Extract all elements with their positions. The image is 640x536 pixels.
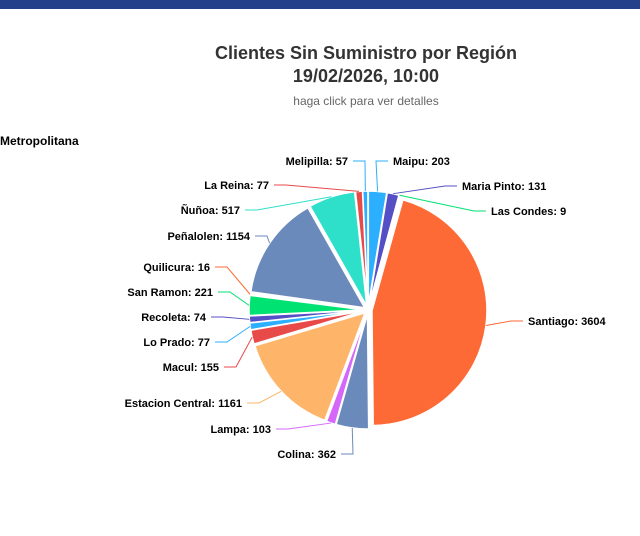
data-label-quilicura[interactable]: Quilicura: 16	[143, 262, 210, 274]
region-label: Metropolitana	[0, 134, 79, 148]
connector-maria-pinto	[393, 185, 457, 195]
data-label-las-condes[interactable]: Las Condes: 9	[491, 206, 566, 218]
top-header-bar	[0, 0, 640, 9]
pie-slice-estacion-central[interactable]	[254, 311, 367, 422]
data-label-lo-prado[interactable]: Lo Prado: 77	[143, 337, 210, 349]
connector-maipu	[375, 160, 388, 192]
data-label-penalolen[interactable]: Peñalolen: 1154	[167, 231, 250, 243]
connector-nunoa	[245, 196, 332, 211]
pie-slice-lampa[interactable]	[325, 313, 368, 426]
pie-slice-santiago[interactable]	[371, 198, 488, 427]
data-label-maria-pinto[interactable]: Maria Pinto: 131	[462, 181, 546, 193]
connector-quilicura	[215, 266, 251, 295]
pie-slice-melipilla[interactable]	[361, 190, 369, 307]
chart-subtitle: haga click para ver detalles	[293, 94, 439, 108]
data-label-la-reina[interactable]: La Reina: 77	[204, 180, 269, 192]
chart-title-block: Clientes Sin Suministro por Región 19/02…	[96, 0, 636, 120]
pie-slice-nunoa[interactable]	[308, 191, 368, 307]
data-label-maipu[interactable]: Maipu: 203	[393, 156, 450, 168]
connector-lampa	[276, 422, 331, 430]
data-label-santiago[interactable]: Santiago: 3604	[528, 316, 607, 328]
connector-san-ramon	[218, 291, 250, 306]
pie-slice-penalolen[interactable]	[249, 206, 367, 309]
data-label-colina[interactable]: Colina: 362	[277, 449, 336, 461]
data-label-macul[interactable]: Macul: 155	[163, 362, 219, 374]
data-label-lampa[interactable]: Lampa: 103	[210, 424, 271, 436]
data-label-san-ramon[interactable]: San Ramon: 221	[127, 287, 213, 299]
data-label-estacion-central[interactable]: Estacion Central: 1161	[125, 398, 242, 410]
chart-title-line-2: 19/02/2026, 10:00	[292, 66, 440, 86]
data-label-nunoa[interactable]: Ñuñoa: 517	[181, 204, 240, 217]
chart-title-line-1: Clientes Sin Suministro por Región	[214, 43, 518, 63]
connector-la-reina	[274, 184, 360, 192]
data-label-recoleta[interactable]: Recoleta: 74	[141, 312, 207, 324]
connector-estacion-central	[247, 390, 282, 404]
connector-santiago	[485, 320, 523, 326]
connector-recoleta	[211, 316, 250, 320]
connector-colina	[341, 427, 354, 455]
connector-lo-prado	[215, 325, 251, 343]
connector-melipilla	[353, 160, 366, 192]
data-label-melipilla[interactable]: Melipilla: 57	[286, 156, 348, 168]
connector-macul	[224, 336, 253, 368]
connector-penalolen	[255, 235, 271, 244]
connector-las-condes	[399, 194, 486, 212]
